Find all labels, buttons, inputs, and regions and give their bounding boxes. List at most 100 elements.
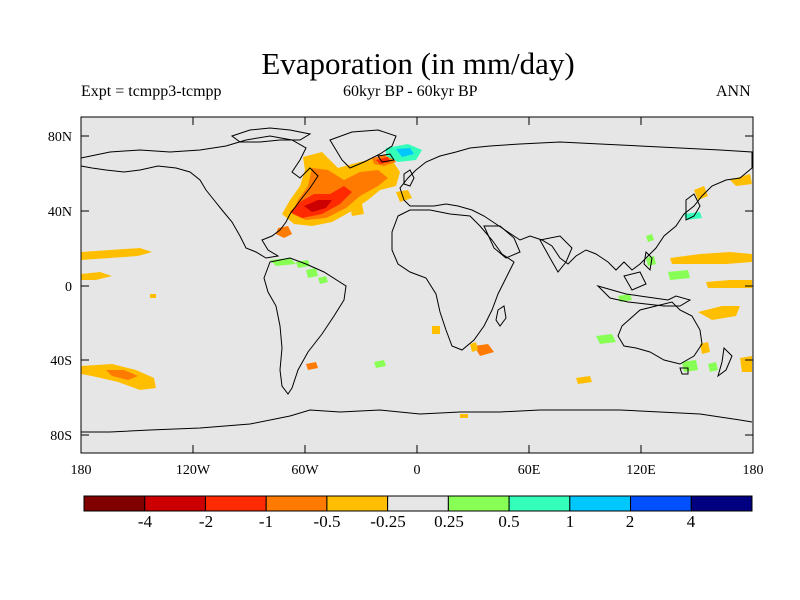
- coast-philippines: [643, 250, 653, 272]
- field-iberia: [396, 190, 412, 202]
- y-tick-label: 80S: [50, 429, 72, 444]
- field-gulf-stream-south: [276, 226, 292, 238]
- coast-new-zealand: [717, 346, 733, 378]
- x-tick-label: 60W: [291, 463, 319, 478]
- field-nordic-positive-core: [396, 148, 414, 157]
- colorbar-swatch: [326, 495, 389, 512]
- map-panel: [80, 116, 754, 454]
- coast-australia: [617, 301, 703, 365]
- colorbar-label: -1: [259, 512, 273, 531]
- field-greenland-sea: [376, 157, 390, 164]
- coast-eurasia: [399, 141, 753, 271]
- coast-africa: [391, 209, 515, 351]
- field-caribbean-1: [270, 258, 296, 266]
- coast-antarctica: [81, 409, 753, 433]
- field-south-ind: [576, 376, 592, 384]
- field-wpac-band: [670, 252, 752, 264]
- field-tasman: [740, 356, 752, 372]
- colorbar-label: -0.25: [370, 512, 405, 531]
- field-trop-atl: [306, 268, 318, 278]
- y-tick-label: 40N: [48, 205, 72, 220]
- colorbar-label: 0.25: [434, 512, 464, 531]
- field-s-pac-small: [306, 362, 318, 370]
- colorbar-swatch: [508, 495, 571, 512]
- colorbar-swatch: [204, 495, 267, 512]
- field-wpac-pos: [668, 270, 690, 280]
- ocean-background: [81, 117, 753, 453]
- coast-tasmania: [679, 367, 689, 375]
- field-wpac-band-2: [706, 280, 752, 288]
- chart-title: Evaporation (in mm/day): [261, 46, 575, 81]
- field-china-pos: [646, 234, 654, 242]
- x-tick-label: 120E: [626, 463, 656, 478]
- coast-borneo: [623, 271, 647, 291]
- field-s-atl-outer: [470, 342, 478, 352]
- colorbar-swatch: [387, 495, 449, 512]
- x-tick-label: 0: [414, 463, 421, 478]
- field-central-atlantic: [350, 204, 364, 216]
- field-mozambique: [432, 326, 440, 334]
- field-small-2: [150, 294, 156, 298]
- colorbar-label: 0.5: [498, 512, 519, 531]
- field-small-1: [460, 414, 468, 418]
- field-natl-peak: [304, 200, 332, 212]
- colorbar-swatch: [690, 495, 753, 512]
- colorbar-label: -0.5: [314, 512, 341, 531]
- coast-british-isles: [403, 169, 415, 187]
- field-indian-pos: [596, 334, 616, 344]
- colorbar-label: 1: [566, 512, 575, 531]
- colorbar-label: 4: [687, 512, 696, 531]
- coast-south-america: [263, 257, 347, 395]
- colorbar-swatch: [569, 495, 632, 512]
- subtitle-period: 60kyr BP - 60kyr BP: [343, 83, 478, 100]
- colorbar-swatch: [83, 495, 146, 512]
- colorbar-label: -4: [138, 512, 153, 531]
- colorbar-label: -2: [199, 512, 213, 531]
- field-japan: [694, 186, 708, 200]
- field-s-pac-pos: [374, 360, 386, 368]
- colorbar-label: 2: [626, 512, 635, 531]
- field-trop-atl-2: [318, 276, 328, 284]
- y-tick-label: 0: [65, 280, 72, 295]
- coast-greenland: [329, 129, 397, 169]
- field-aus-pos-2: [708, 362, 718, 372]
- colorbar-swatch: [630, 495, 692, 512]
- coast-india: [539, 235, 573, 273]
- x-tick-labels: 180 120W 60W 0 60E 120E 180: [71, 463, 764, 478]
- field-sw-pac: [698, 306, 740, 320]
- y-tick-label: 40S: [50, 354, 72, 369]
- field-s-atl: [474, 344, 494, 356]
- field-npac-band-2: [81, 272, 112, 280]
- colorbar-swatch: [144, 495, 206, 512]
- coast-arabia: [483, 225, 521, 259]
- coast-indonesia: [596, 284, 692, 307]
- colorbar-swatch: [447, 495, 510, 512]
- field-aus-pos: [682, 360, 698, 372]
- colorbar: -4 -2 -1 -0.5 -0.25 0.25 0.5 1 2 4: [83, 495, 753, 531]
- coast-japan: [685, 193, 701, 221]
- y-tick-labels: 80N 40N 0 40S 80S: [48, 130, 72, 444]
- field-indo-pos: [618, 294, 632, 302]
- colorbar-labels: -4 -2 -1 -0.5 -0.25 0.25 0.5 1 2 4: [138, 512, 696, 531]
- axis-ticks: [81, 117, 753, 453]
- field-tasman-2: [700, 342, 710, 354]
- x-tick-label: 60E: [518, 463, 541, 478]
- x-tick-label: 120W: [176, 463, 211, 478]
- colorbar-swatch: [265, 495, 328, 512]
- x-tick-label: 180: [71, 463, 92, 478]
- coast-arctic-islands: [230, 127, 312, 143]
- coast-north-america: [80, 135, 319, 259]
- field-npac-band: [81, 248, 152, 260]
- field-spac-core: [106, 370, 138, 380]
- field-kamchatka: [730, 174, 752, 186]
- x-tick-label: 180: [743, 463, 764, 478]
- coastlines: [80, 127, 753, 433]
- coast-iceland: [377, 153, 395, 163]
- subtitle-season: ANN: [716, 83, 751, 100]
- anomaly-fields: [81, 144, 752, 418]
- subtitle-experiment: Expt = tcmpp3-tcmpp: [81, 83, 222, 100]
- colorbar-boxes: [83, 495, 753, 512]
- coast-madagascar: [495, 305, 507, 327]
- y-tick-label: 80N: [48, 130, 72, 145]
